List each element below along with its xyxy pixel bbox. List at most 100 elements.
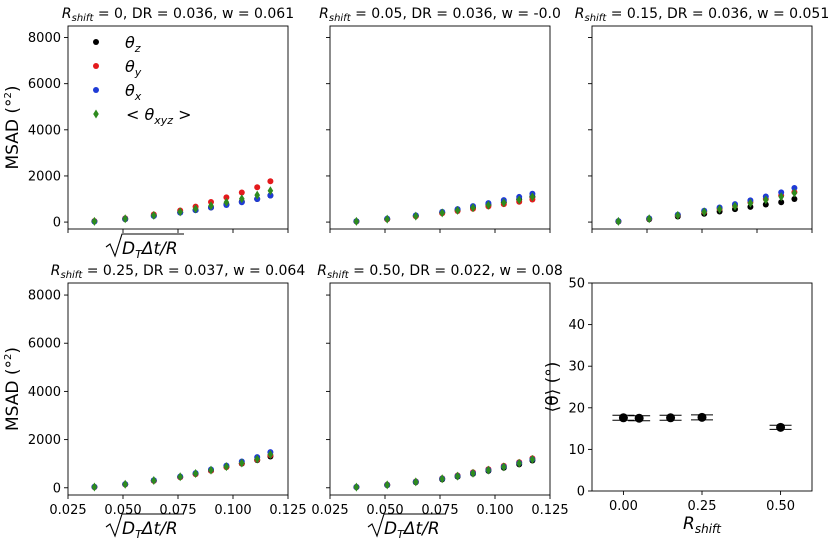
data-point-theta-xyz (470, 468, 476, 478)
data-point-theta-xyz (529, 192, 536, 202)
x-axis-label: DTΔt/R (367, 513, 446, 541)
data-point-theta-xyz (223, 462, 230, 472)
text-part: D (122, 239, 135, 259)
data-point-theta-xyz (732, 201, 738, 211)
text-part: y (134, 66, 142, 79)
x-tick-label: 0.00 (609, 499, 638, 514)
y-axis-label: MSAD (°2) (3, 347, 23, 431)
x-axis-label-text: DTΔt/R (384, 519, 440, 541)
data-point-theta-xyz (439, 474, 445, 484)
text-part: R (51, 263, 61, 279)
data-point-theta-xyz (254, 190, 260, 200)
text-part: /R (158, 239, 178, 259)
text-part: T (397, 528, 405, 541)
text-part: D (384, 519, 397, 539)
sqrt-symbol (367, 513, 446, 538)
data-point-theta-xyz (646, 214, 652, 224)
data-point-theta-xyz (454, 471, 461, 481)
data-point-theta-xyz (177, 207, 183, 217)
data-point-theta-xyz (192, 204, 199, 214)
y-tick-label: 40 (568, 318, 585, 333)
text-part: ) (3, 85, 23, 92)
text-part: R (575, 6, 585, 22)
data-point-theta-xyz (439, 208, 445, 218)
data-point-theta-xyz (716, 204, 723, 214)
text-part: /R (420, 519, 440, 539)
legend-label: θz (125, 33, 141, 55)
data-point-theta-xyz (454, 205, 461, 215)
x-tick-label: 0.050 (104, 503, 141, 518)
data-point-theta-xyz (223, 197, 230, 207)
data-point-theta-xyz (791, 188, 798, 198)
sqrt-symbol (105, 513, 184, 538)
data-point-theta-xyz (384, 480, 390, 490)
data-point-theta-xyz (778, 192, 784, 202)
x-tick-label: 0.075 (159, 503, 196, 518)
data-point-theta-xyz (239, 194, 245, 204)
chart-panel-4: Rshift = 0.25, DR = 0.037, w = 0.064 0 200… (3, 263, 307, 541)
y-axis-label: MSAD (°2) (3, 85, 23, 169)
data-point-theta-xyz (384, 214, 390, 224)
text-part: shift (584, 13, 607, 24)
text-part: θ (125, 57, 135, 76)
y-tick-label: 4000 (28, 385, 61, 400)
legend-marker-theta-z (93, 39, 99, 45)
data-point-theta-xyz (151, 476, 157, 486)
data-point-theta-xyz (208, 465, 214, 475)
panel-title: Rshift = 0.25, DR = 0.037, w = 0.064 (51, 263, 306, 281)
data-point-theta-xyz (516, 458, 522, 468)
data-point-theta-xyz (675, 210, 681, 220)
text-part: θ (125, 81, 135, 100)
data-point-avg-theta (666, 413, 676, 423)
y-tick-label: 6000 (28, 77, 61, 92)
text-part: ) (3, 347, 23, 354)
plot-frame (591, 282, 813, 492)
text-part: R (319, 6, 329, 22)
text-part: R (62, 6, 72, 22)
data-point-theta-xyz (501, 198, 507, 208)
y-tick-label: 6000 (28, 337, 61, 352)
data-point-theta-xyz (485, 200, 492, 210)
data-point-avg-theta (776, 422, 786, 432)
data-point-theta-xyz (501, 462, 507, 472)
legend-label: θx (125, 81, 142, 103)
panel-title: Rshift = 0.50, DR = 0.022, w = 0.08 (317, 263, 563, 281)
text-part: T (135, 248, 143, 261)
data-point-theta-xyz (254, 454, 260, 464)
data-point-theta-xyz (485, 465, 492, 475)
text-part: > (173, 105, 192, 124)
sqrt-symbol (105, 233, 184, 258)
text-part: xyz (153, 114, 173, 127)
data-point-theta-xyz (151, 210, 157, 220)
text-part: shift (60, 270, 83, 281)
data-point-theta-x (267, 192, 274, 199)
legend-marker-diamond (93, 109, 99, 119)
y-tick-label: 0 (53, 216, 61, 231)
text-part: shift (329, 13, 352, 24)
data-point-theta-xyz (91, 216, 98, 226)
text-part: = 0.25, DR = 0.037, w = 0.064 (82, 263, 305, 279)
chart-panel-6: 0 10 20 30 40 50 0.00 0.25 0.50 ⟨θ⟩ (°) Rshift (543, 277, 813, 536)
data-point-theta-xyz (122, 214, 128, 224)
text-part: < θ (126, 105, 154, 124)
y-tick-label: 30 (568, 360, 585, 375)
data-point-theta-xyz (413, 477, 419, 487)
x-axis-label: DTΔt/R (105, 513, 184, 541)
x-axis-label: DTΔt/R (105, 233, 184, 261)
text-part: = 0, DR = 0.036, w = 0.061 (93, 6, 294, 22)
text-part: shift (72, 13, 95, 24)
y-tick-label: 20 (568, 401, 585, 416)
data-point-theta-xyz (267, 186, 274, 196)
text-part: Δt (402, 519, 424, 539)
x-tick-label: 0.025 (311, 503, 348, 518)
chart-panel-5: Rshift = 0.50, DR = 0.022, w = 0.08 0.025… (311, 263, 568, 541)
text-part: 2 (3, 92, 14, 98)
data-point-theta-xyz (353, 482, 360, 492)
data-point-theta-xyz (122, 479, 128, 489)
data-point-theta-xyz (615, 216, 622, 226)
data-point-theta-xyz (353, 216, 360, 226)
legend-label: θy (125, 57, 142, 79)
data-point-theta-z (778, 199, 785, 206)
legend-marker-theta-y (93, 63, 99, 69)
